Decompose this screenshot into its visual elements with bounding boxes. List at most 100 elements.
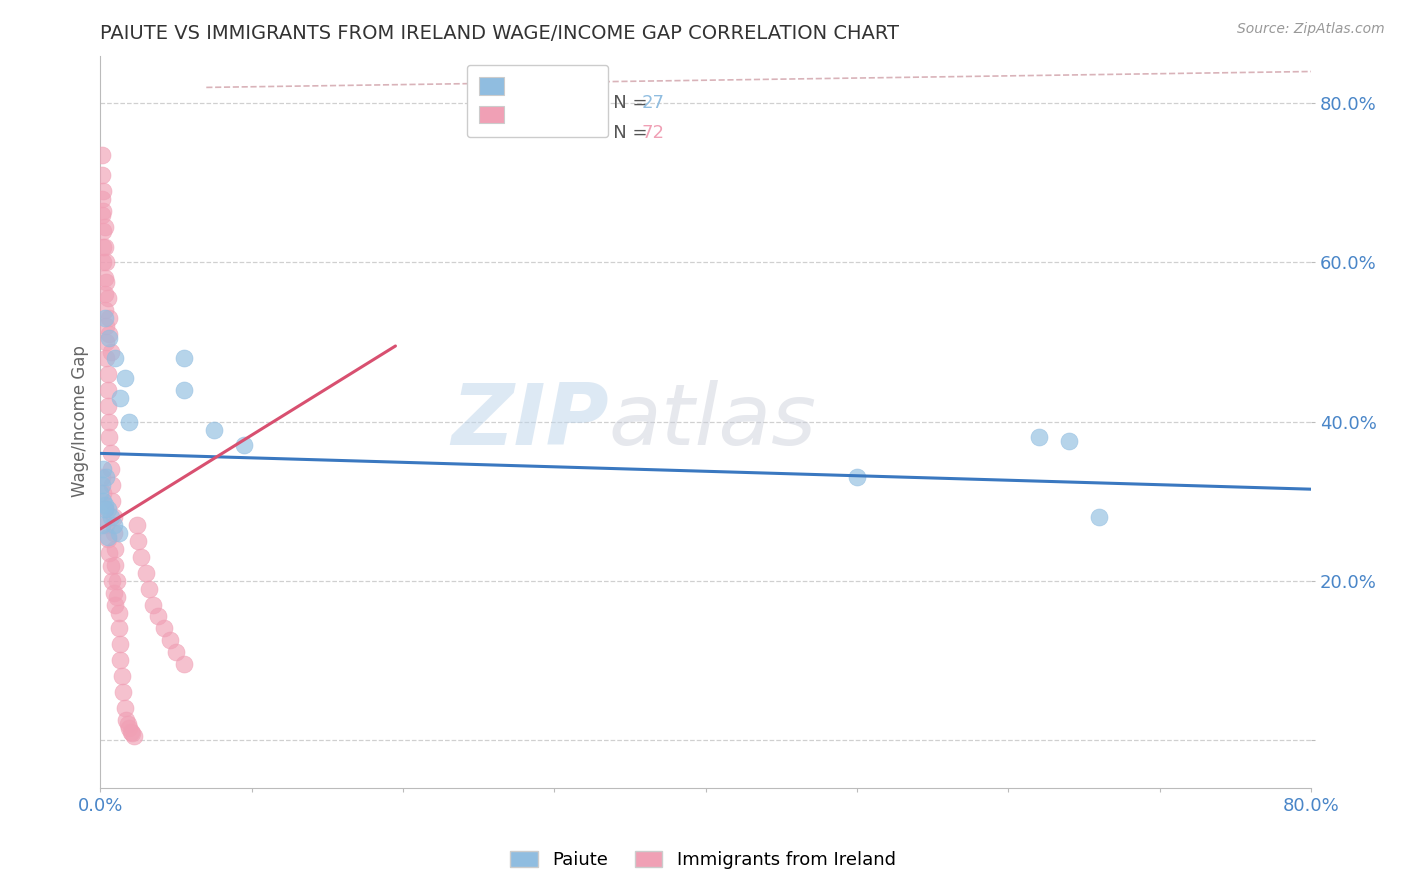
Point xyxy=(101,478,124,492)
Point xyxy=(90,208,112,222)
Point xyxy=(90,478,112,492)
Text: 72: 72 xyxy=(641,124,665,143)
Point xyxy=(94,502,117,516)
Point xyxy=(98,430,121,444)
Point xyxy=(1057,434,1080,449)
Point xyxy=(153,621,176,635)
Point xyxy=(90,470,112,484)
Point xyxy=(94,271,117,285)
Point xyxy=(98,331,121,345)
Point xyxy=(94,239,117,253)
Legend:               ,               : , xyxy=(467,64,609,137)
Point xyxy=(97,383,120,397)
Point xyxy=(117,717,139,731)
Point xyxy=(100,446,122,460)
Point xyxy=(114,371,136,385)
Point xyxy=(101,574,124,588)
Text: -0.126: -0.126 xyxy=(544,94,602,112)
Point xyxy=(90,168,112,182)
Point xyxy=(165,645,187,659)
Point xyxy=(90,148,112,162)
Point xyxy=(94,502,117,516)
Point xyxy=(1088,510,1111,524)
Point xyxy=(105,590,128,604)
Point xyxy=(107,621,129,635)
Text: R =: R = xyxy=(509,124,553,143)
Point xyxy=(96,255,118,269)
Point xyxy=(142,598,165,612)
Point xyxy=(96,334,118,349)
Point xyxy=(108,653,131,667)
Text: R =: R = xyxy=(509,94,547,112)
Point xyxy=(129,549,152,564)
Text: 27: 27 xyxy=(641,94,665,112)
Point xyxy=(93,224,115,238)
Point xyxy=(173,351,195,365)
Point xyxy=(202,423,225,437)
Point xyxy=(114,701,136,715)
Point xyxy=(93,486,115,500)
Point xyxy=(104,558,127,572)
Point xyxy=(103,510,125,524)
Text: N =: N = xyxy=(596,124,652,143)
Point xyxy=(105,574,128,588)
Point xyxy=(1028,430,1050,444)
Point xyxy=(104,541,127,556)
Point xyxy=(96,470,118,484)
Point xyxy=(98,311,121,326)
Point xyxy=(93,184,115,198)
Point xyxy=(112,685,135,699)
Point xyxy=(104,351,127,365)
Point xyxy=(100,462,122,476)
Text: ZIP: ZIP xyxy=(451,380,609,463)
Point xyxy=(101,494,124,508)
Point xyxy=(98,326,121,341)
Point xyxy=(94,498,117,512)
Point xyxy=(135,566,157,580)
Point xyxy=(94,287,117,301)
Point xyxy=(100,344,122,359)
Point xyxy=(97,367,120,381)
Point xyxy=(90,192,112,206)
Point xyxy=(94,219,117,234)
Point xyxy=(93,255,115,269)
Point xyxy=(115,713,138,727)
Y-axis label: Wage/Income Gap: Wage/Income Gap xyxy=(72,345,89,498)
Text: 0.130: 0.130 xyxy=(547,124,598,143)
Point xyxy=(93,462,115,476)
Point xyxy=(108,637,131,651)
Point xyxy=(90,518,112,533)
Point xyxy=(103,525,125,540)
Point xyxy=(122,729,145,743)
Point xyxy=(97,291,120,305)
Point xyxy=(146,609,169,624)
Point xyxy=(89,486,111,500)
Point xyxy=(173,383,195,397)
Point xyxy=(97,399,120,413)
Point xyxy=(233,438,256,452)
Point xyxy=(98,415,121,429)
Point xyxy=(104,598,127,612)
Point xyxy=(108,391,131,405)
Point xyxy=(173,657,195,672)
Point xyxy=(97,502,120,516)
Point xyxy=(98,546,121,560)
Text: atlas: atlas xyxy=(609,380,817,463)
Point xyxy=(121,726,143,740)
Point xyxy=(96,319,118,334)
Point xyxy=(103,518,125,533)
Point xyxy=(159,633,181,648)
Point xyxy=(107,525,129,540)
Point xyxy=(94,311,117,326)
Point xyxy=(96,276,118,290)
Point xyxy=(110,669,132,683)
Point xyxy=(138,582,160,596)
Point xyxy=(96,518,118,533)
Point xyxy=(93,494,115,508)
Legend: Paiute, Immigrants from Ireland: Paiute, Immigrants from Ireland xyxy=(502,842,904,879)
Point xyxy=(93,239,115,253)
Point xyxy=(118,721,141,735)
Point xyxy=(97,530,120,544)
Point xyxy=(93,203,115,218)
Point xyxy=(120,724,142,739)
